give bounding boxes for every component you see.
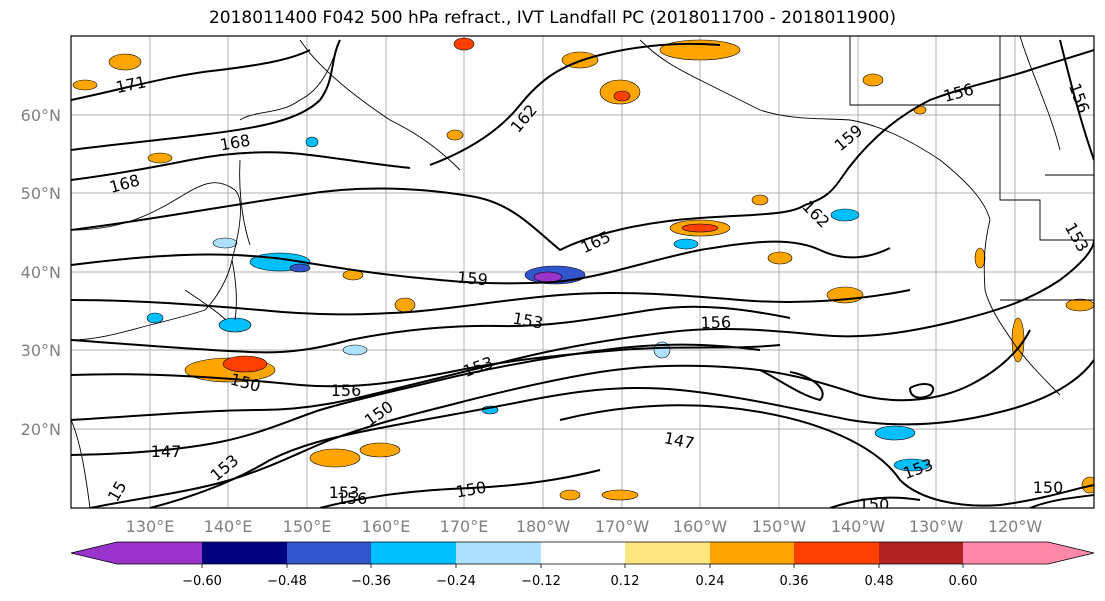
lon-label: 150°E — [283, 517, 332, 536]
colorbar-segment — [879, 542, 963, 564]
colorbar-segment — [963, 542, 1048, 564]
coastlines — [71, 36, 1094, 508]
colorbar-segment — [625, 542, 710, 564]
contour-label: 147 — [151, 442, 182, 461]
colorbar-tick-label: 0.36 — [780, 574, 809, 589]
contour-label: 150 — [859, 495, 890, 514]
lon-label: 170°W — [595, 517, 650, 536]
lon-label: 170°E — [440, 517, 489, 536]
colorbar-tick-label: 0.60 — [949, 574, 978, 589]
colorbar-segment — [287, 542, 371, 564]
lat-label: 20°N — [21, 420, 61, 439]
contour-label: 153 — [329, 483, 360, 502]
colorbar-tick-label: 0.24 — [696, 574, 725, 589]
colorbar-segment — [794, 542, 879, 564]
contour-label: 156 — [331, 381, 362, 400]
lon-label: 130°W — [909, 517, 964, 536]
lon-label: 140°W — [831, 517, 886, 536]
lon-label: 120°W — [988, 517, 1043, 536]
colorbar-tick-label: −0.60 — [182, 574, 222, 589]
colorbar: −0.60 −0.48 −0.36 −0.24 −0.12 0.12 0.24 … — [70, 541, 1095, 589]
lon-label: 160°E — [362, 517, 411, 536]
lat-label: 30°N — [21, 341, 61, 360]
colorbar-segment — [202, 542, 287, 564]
filled-anomalies — [72, 37, 1094, 501]
colorbar-tick-label: 0.48 — [865, 574, 894, 589]
map-title: 2018011400 F042 500 hPa refract., IVT La… — [208, 8, 896, 28]
gridlines — [71, 36, 1094, 508]
map-frame — [70, 35, 1095, 509]
colorbar-tick-label: −0.36 — [351, 574, 391, 589]
colorbar-tick-label: −0.12 — [521, 574, 561, 589]
colorbar-segment — [710, 542, 794, 564]
lon-label: 130°E — [126, 517, 175, 536]
colorbar-outline — [70, 541, 1095, 565]
map-panel: 171 168 168 162 159 156 156 165 162 159 … — [71, 36, 1094, 514]
lon-label: 180°W — [516, 517, 571, 536]
colorbar-segment — [456, 542, 541, 564]
lat-label: 50°N — [21, 184, 61, 203]
colorbar-high-extension — [1048, 542, 1094, 564]
colorbar-segment — [117, 542, 202, 564]
colorbar-segment — [371, 542, 456, 564]
lon-label: 160°W — [673, 517, 728, 536]
lat-label: 60°N — [21, 106, 61, 125]
lon-label: 140°E — [204, 517, 253, 536]
colorbar-segment — [541, 542, 625, 564]
contour-label: 156 — [700, 312, 731, 332]
colorbar-tick-label: 0.12 — [611, 574, 640, 589]
colorbar-tick-label: −0.48 — [267, 574, 307, 589]
longitude-labels: 130°E 140°E 150°E 160°E 170°E 180°W 170°… — [126, 517, 1043, 536]
refractivity-contours — [71, 39, 1094, 508]
colorbar-low-extension — [71, 542, 117, 564]
lat-label: 40°N — [21, 263, 61, 282]
latitude-labels: 60°N 50°N 40°N 30°N 20°N — [21, 106, 61, 439]
contour-label: 156 — [337, 489, 368, 508]
lon-label: 150°W — [752, 517, 807, 536]
colorbar-tick-label: −0.24 — [436, 574, 476, 589]
contour-label: 159 — [456, 268, 488, 290]
contour-label: 150 — [1033, 478, 1064, 497]
